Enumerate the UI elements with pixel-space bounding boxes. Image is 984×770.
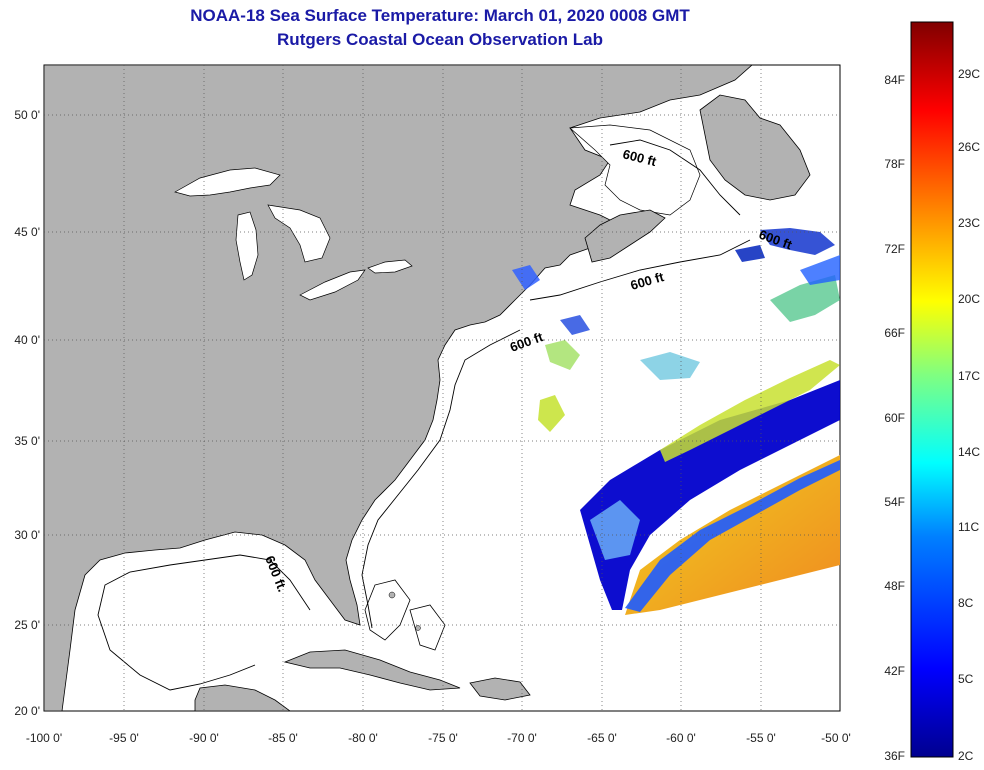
isobath-line-gulf-st-lawrence bbox=[609, 139, 741, 216]
colorbar-c-label: 23C bbox=[958, 216, 980, 230]
lon-tick-label: -95 0' bbox=[109, 731, 139, 745]
graticule bbox=[44, 65, 840, 711]
colorbar-c-label: 17C bbox=[958, 369, 980, 383]
lon-tick-label: -60 0' bbox=[666, 731, 696, 745]
land-hispaniola bbox=[469, 677, 531, 701]
lat-tick-label: 35 0' bbox=[14, 434, 40, 448]
colorbar-c-label: 2C bbox=[958, 749, 974, 763]
isobath-line-gulf bbox=[97, 554, 311, 691]
chart-title: NOAA-18 Sea Surface Temperature: March 0… bbox=[190, 6, 690, 25]
lon-tick-label: -55 0' bbox=[746, 731, 776, 745]
colorbar-c-label: 14C bbox=[958, 445, 980, 459]
colorbar-c-label: 11C bbox=[958, 520, 979, 534]
land-north-america bbox=[44, 65, 753, 711]
lake-superior bbox=[174, 167, 281, 197]
lon-tick-label: -100 0' bbox=[26, 731, 62, 745]
lake-ontario bbox=[367, 259, 413, 274]
lake-erie bbox=[299, 269, 366, 301]
colorbar-f-labels: 84F 78F 72F 66F 60F 54F 48F 42F 36F bbox=[884, 73, 905, 763]
isobath-line-scotian bbox=[529, 239, 751, 301]
colorbar-f-label: 66F bbox=[884, 326, 905, 340]
land-cuba bbox=[283, 649, 461, 691]
colorbar-c-label: 5C bbox=[958, 672, 974, 686]
lake-michigan bbox=[235, 211, 259, 281]
lat-tick-label: 25 0' bbox=[14, 618, 40, 632]
lon-tick-label: -70 0' bbox=[507, 731, 537, 745]
colorbar-c-label: 8C bbox=[958, 596, 974, 610]
isobath-line-east-coast bbox=[361, 329, 521, 629]
land-newfoundland bbox=[699, 94, 811, 201]
colorbar-f-label: 84F bbox=[884, 73, 905, 87]
lake-huron bbox=[267, 204, 331, 263]
colorbar-f-label: 78F bbox=[884, 157, 905, 171]
colorbar-f-label: 60F bbox=[884, 411, 905, 425]
lon-tick-label: -75 0' bbox=[428, 731, 458, 745]
lon-axis: -100 0' -95 0' -90 0' -85 0' -80 0' -75 … bbox=[26, 731, 851, 745]
lat-tick-label: 50 0' bbox=[14, 108, 40, 122]
chart-subtitle: Rutgers Coastal Ocean Observation Lab bbox=[277, 30, 603, 49]
lon-tick-label: -80 0' bbox=[348, 731, 378, 745]
lat-tick-label: 30 0' bbox=[14, 528, 40, 542]
colorbar bbox=[910, 21, 954, 758]
colorbar-f-label: 36F bbox=[884, 749, 905, 763]
lat-tick-label: 45 0' bbox=[14, 225, 40, 239]
lon-tick-label: -90 0' bbox=[189, 731, 219, 745]
colorbar-c-labels: 29C 26C 23C 20C 17C 14C 11C 8C 5C 2C bbox=[958, 67, 980, 763]
lat-tick-label: 20 0' bbox=[14, 704, 40, 718]
lat-axis: 20 0' 25 0' 30 0' 35 0' 40 0' 45 0' 50 0… bbox=[14, 108, 40, 718]
lon-tick-label: -85 0' bbox=[268, 731, 298, 745]
gulf-of-st-lawrence bbox=[569, 124, 701, 216]
lat-tick-label: 40 0' bbox=[14, 333, 40, 347]
colorbar-c-label: 20C bbox=[958, 292, 980, 306]
colorbar-f-label: 72F bbox=[884, 242, 905, 256]
colorbar-f-label: 48F bbox=[884, 579, 905, 593]
lon-tick-label: -65 0' bbox=[587, 731, 617, 745]
colorbar-c-label: 26C bbox=[958, 140, 980, 154]
colorbar-f-label: 42F bbox=[884, 664, 905, 678]
bahamas-banks bbox=[364, 579, 446, 651]
land-nova-scotia bbox=[584, 209, 666, 263]
lon-tick-label: -50 0' bbox=[821, 731, 851, 745]
land-yucatan bbox=[194, 684, 291, 711]
colorbar-c-label: 29C bbox=[958, 67, 980, 81]
colorbar-f-label: 54F bbox=[884, 495, 905, 509]
